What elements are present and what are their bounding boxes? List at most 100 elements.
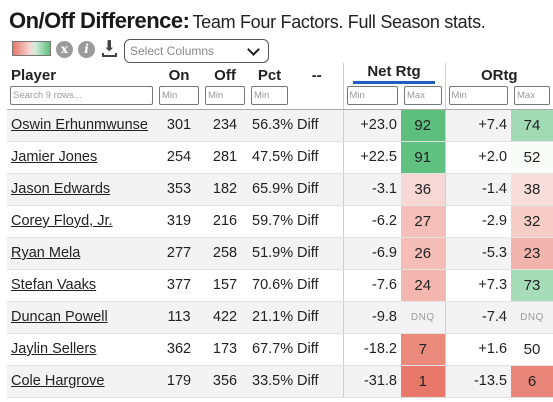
netrtg-max-input[interactable]: Max [404, 86, 442, 105]
ortg-rank: 23 [511, 237, 553, 270]
col-header-player[interactable]: Player [11, 67, 57, 84]
on-value: 353 [156, 173, 202, 206]
off-value: 356 [202, 365, 248, 398]
col-header-off[interactable]: Off [214, 67, 236, 84]
ortg-value: -1.4 [444, 173, 512, 206]
table-row: Jamier Jones 254 281 47.5% Diff +22.5 91 +2.0 52 [7, 141, 553, 174]
table-row: Corey Floyd, Jr. 319 216 59.7% Diff -6.2 27 -2.… [7, 205, 553, 238]
header-row: Player On Off Pct -- Net Rtg ORtg [7, 63, 553, 84]
ortg-rank: 52 [511, 141, 553, 174]
clear-filters-icon[interactable]: x [56, 41, 73, 58]
player-link[interactable]: Cole Hargrove [11, 373, 105, 389]
player-cell: Cole Hargrove [7, 365, 156, 398]
netrtg-value: -18.2 [342, 333, 401, 366]
player-link[interactable]: Jaylin Sellers [11, 341, 97, 357]
ortg-value: +2.0 [444, 141, 512, 174]
netrtg-value: -9.8 [342, 301, 401, 334]
player-cell: Jamier Jones [7, 141, 156, 174]
pct-value: 65.9% [248, 173, 293, 206]
on-min-input[interactable]: Min [159, 86, 199, 105]
netrtg-value: -7.6 [342, 269, 401, 302]
ortg-min-input[interactable]: Min [448, 86, 509, 105]
netrtg-rank: 91 [401, 141, 446, 174]
col-header-netrtg[interactable]: Net Rtg [342, 63, 446, 84]
diff-label: Diff [291, 173, 343, 206]
off-value: 258 [202, 237, 248, 270]
netrtg-value: -3.1 [342, 173, 401, 206]
ortg-value: +7.3 [444, 269, 512, 302]
netrtg-label: Net Rtg [353, 63, 435, 84]
pct-value: 59.7% [248, 205, 293, 238]
player-link[interactable]: Corey Floyd, Jr. [11, 213, 113, 229]
filter-row: Search 9 rows... Min Min Min Min Max Min… [7, 84, 553, 110]
netrtg-rank: 24 [401, 269, 446, 302]
player-link[interactable]: Oswin Erhunmwunse [11, 117, 148, 133]
off-value: 281 [202, 141, 248, 174]
netrtg-rank: DNQ [401, 301, 446, 334]
ortg-rank: 32 [511, 205, 553, 238]
pct-min-input[interactable]: Min [251, 86, 288, 105]
ortg-max-input[interactable]: Max [514, 86, 551, 105]
table-row: Oswin Erhunmwunse 301 234 56.3% Diff +23.0 92 +… [7, 109, 553, 142]
col-header-on[interactable]: On [168, 67, 190, 84]
netrtg-rank: 7 [401, 333, 446, 366]
diff-label: Diff [291, 237, 343, 270]
diff-label: Diff [291, 109, 343, 142]
player-cell: Ryan Mela [7, 237, 156, 270]
player-link[interactable]: Duncan Powell [11, 309, 108, 325]
on-value: 319 [156, 205, 202, 238]
on-value: 362 [156, 333, 202, 366]
download-tray-icon [102, 53, 117, 57]
pct-value: 21.1% [248, 301, 293, 334]
netrtg-min-input[interactable]: Min [346, 86, 398, 105]
player-cell: Oswin Erhunmwunse [7, 109, 156, 142]
on-value: 179 [156, 365, 202, 398]
table-row: Duncan Powell 113 422 21.1% Diff -9.8 DNQ -7.4 D… [7, 301, 553, 334]
col-header-ortg[interactable]: ORtg [444, 63, 553, 84]
select-columns-placeholder: Select Columns [130, 44, 215, 58]
off-value: 182 [202, 173, 248, 206]
select-columns-dropdown[interactable]: Select Columns [124, 39, 269, 63]
chevron-down-icon [247, 43, 260, 56]
netrtg-value: +23.0 [342, 109, 401, 142]
player-link[interactable]: Stefan Vaaks [11, 277, 97, 293]
ortg-value: -2.9 [444, 205, 512, 238]
ortg-value: -13.5 [444, 365, 512, 398]
player-cell: Jason Edwards [7, 173, 156, 206]
ortg-rank: 50 [511, 333, 553, 366]
player-cell: Stefan Vaaks [7, 269, 156, 302]
ortg-rank: 74 [511, 109, 553, 142]
title-subtitle: Team Four Factors. Full Season stats. [192, 12, 486, 32]
table-toolbar: x i ⬇ Select Columns [12, 39, 272, 63]
player-cell: Corey Floyd, Jr. [7, 205, 156, 238]
table-row: Ryan Mela 277 258 51.9% Diff -6.9 26 -5.3 23 [7, 237, 553, 270]
info-icon[interactable]: i [78, 41, 95, 58]
off-value: 422 [202, 301, 248, 334]
col-header-pct[interactable]: Pct [257, 67, 282, 84]
page-title: On/Off Difference: Team Four Factors. Ful… [9, 8, 486, 34]
diff-label: Diff [291, 365, 343, 398]
ortg-value: +7.4 [444, 109, 512, 142]
search-input[interactable]: Search 9 rows... [10, 86, 153, 105]
download-icon[interactable]: ⬇ [101, 39, 117, 59]
player-link[interactable]: Jason Edwards [11, 181, 111, 197]
off-min-input[interactable]: Min [205, 86, 245, 105]
off-value: 157 [202, 269, 248, 302]
download-arrow-icon: ⬇ [103, 38, 116, 55]
netrtg-rank: 26 [401, 237, 446, 270]
player-link[interactable]: Ryan Mela [11, 245, 81, 261]
title-main: On/Off Difference: [9, 8, 190, 33]
pct-value: 47.5% [248, 141, 293, 174]
off-value: 234 [202, 109, 248, 142]
netrtg-rank: 92 [401, 109, 446, 142]
ortg-value: +1.6 [444, 333, 512, 366]
pct-value: 70.6% [248, 269, 293, 302]
ortg-value: -7.4 [444, 301, 512, 334]
player-link[interactable]: Jamier Jones [11, 149, 98, 165]
on-value: 377 [156, 269, 202, 302]
on-value: 277 [156, 237, 202, 270]
ortg-rank: 73 [511, 269, 553, 302]
col-header-diff[interactable]: -- [311, 67, 322, 84]
table-row: Jaylin Sellers 362 173 67.7% Diff -18.2 7 +1.6 5… [7, 333, 553, 366]
table-row: Cole Hargrove 179 356 33.5% Diff -31.8 1 -13.5 6 [7, 365, 553, 398]
